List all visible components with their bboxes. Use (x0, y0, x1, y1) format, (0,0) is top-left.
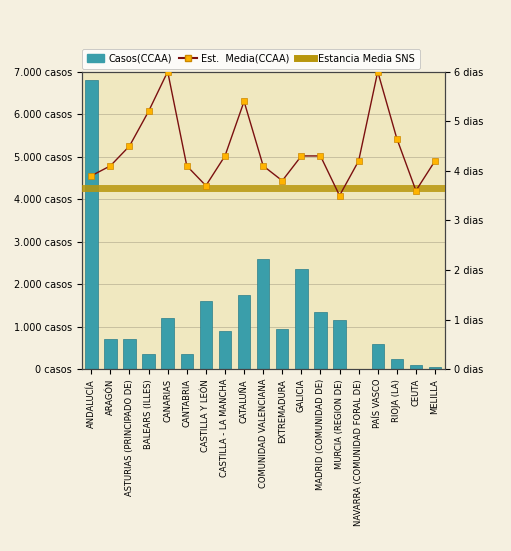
Bar (200, 301, 212, 369)
Bar (85, 80, 98, 369)
Bar (371, 344, 384, 369)
Bar (143, 354, 155, 369)
Bar (333, 320, 346, 369)
Bar (276, 329, 289, 369)
Bar (219, 331, 231, 369)
Bar (104, 339, 117, 369)
Bar (314, 312, 327, 369)
Bar (410, 365, 422, 369)
Bar (390, 359, 403, 369)
Bar (429, 367, 441, 369)
Bar (123, 339, 136, 369)
Bar (238, 295, 250, 369)
Bar (161, 318, 174, 369)
Bar (295, 269, 308, 369)
Legend: Casos(CCAA), Est.  Media(CCAA), Estancia Media SNS: Casos(CCAA), Est. Media(CCAA), Estancia … (82, 49, 420, 69)
Bar (180, 354, 193, 369)
Bar (257, 258, 269, 369)
